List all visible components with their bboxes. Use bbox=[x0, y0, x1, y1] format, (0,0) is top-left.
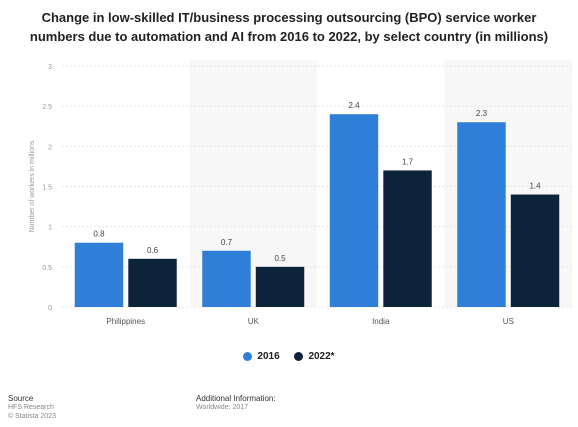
bar bbox=[128, 258, 177, 307]
bar bbox=[510, 194, 560, 307]
bar bbox=[329, 114, 379, 307]
bar bbox=[255, 266, 305, 307]
legend-item-2016[interactable]: 2016 bbox=[243, 351, 280, 362]
copyright-line: © Statista 2023 bbox=[8, 413, 56, 420]
additional-info-heading: Additional Information: bbox=[196, 394, 276, 403]
data-label: 2.3 bbox=[476, 109, 488, 118]
y-tick-label: 1.5 bbox=[42, 185, 52, 192]
y-tick-label: 0.5 bbox=[42, 265, 52, 272]
x-tick-label: UK bbox=[248, 317, 260, 326]
data-labels: 0.8 0.6 0.7 0.5 2.4 1.7 2.3 1.4 bbox=[93, 101, 541, 263]
data-label: 1.4 bbox=[529, 182, 541, 191]
bar bbox=[74, 242, 124, 307]
chart-title: Change in low-skilled IT/business proces… bbox=[29, 10, 549, 44]
data-label: 1.7 bbox=[402, 157, 414, 166]
data-label: 0.5 bbox=[274, 254, 286, 263]
bar bbox=[457, 122, 506, 307]
bar bbox=[383, 170, 432, 307]
data-label: 0.7 bbox=[221, 238, 233, 247]
data-label: 2.4 bbox=[348, 101, 360, 110]
source-block: Source HFS Research © Statista 2023 bbox=[8, 394, 56, 421]
y-tick-label: 2.5 bbox=[42, 104, 52, 111]
y-axis-label: Number of workers in millions bbox=[29, 140, 36, 232]
x-tick-label: Philippines bbox=[106, 317, 145, 326]
legend-label: 2022* bbox=[308, 351, 335, 362]
data-label: 0.8 bbox=[93, 230, 105, 239]
y-tick-label: 3 bbox=[48, 64, 52, 71]
legend-item-2022[interactable]: 2022* bbox=[294, 351, 335, 362]
x-tick-label: US bbox=[503, 317, 514, 326]
y-tick-label: 1 bbox=[48, 225, 52, 232]
y-axis-ticks: 0 0.5 1 1.5 2 2.5 3 bbox=[42, 64, 52, 312]
legend-label: 2016 bbox=[257, 351, 280, 362]
legend-marker bbox=[243, 352, 253, 361]
source-line: HFS Research bbox=[8, 404, 54, 411]
legend-marker bbox=[294, 352, 304, 361]
y-tick-label: 2 bbox=[48, 144, 52, 151]
additional-info-block: Additional Information: Worldwide; 2017 bbox=[196, 394, 276, 412]
bars bbox=[74, 114, 560, 307]
x-tick-label: India bbox=[372, 317, 390, 326]
legend: 2016 2022* bbox=[0, 351, 578, 364]
x-axis-ticks: Philippines UK India US bbox=[106, 317, 513, 326]
data-label: 0.6 bbox=[147, 246, 159, 255]
y-tick-label: 0 bbox=[48, 305, 52, 312]
source-heading: Source bbox=[8, 394, 34, 403]
additional-info-line: Worldwide; 2017 bbox=[196, 404, 249, 411]
bar bbox=[202, 250, 251, 307]
